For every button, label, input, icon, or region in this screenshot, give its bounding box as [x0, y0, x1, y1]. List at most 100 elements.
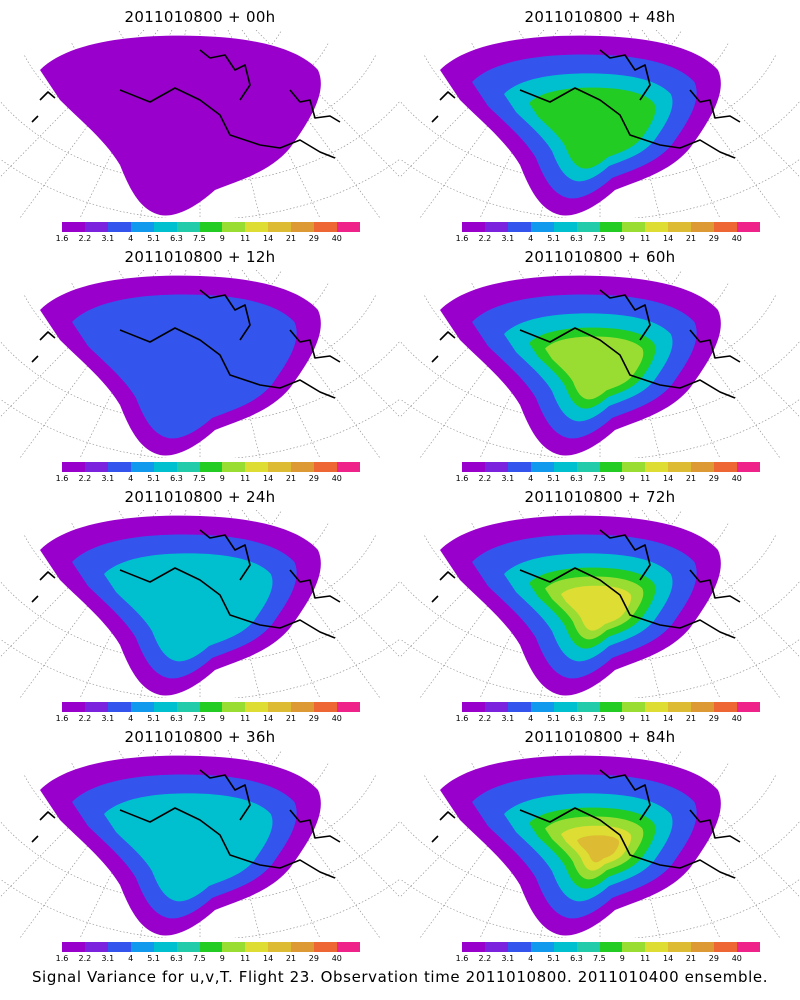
colorbar-tick-label: 9	[619, 234, 625, 243]
colorbar-tick-label: 5.1	[147, 234, 160, 243]
colorbar-tick-label: 29	[308, 474, 319, 483]
colorbar-swatch	[245, 222, 269, 232]
map-panel: 2011010800 + 84h 1.6 2.2 3.1 4 5.1 6.3 7.5 9 11 14…	[400, 720, 800, 968]
variance-field	[40, 755, 321, 936]
colorbar-tick-label: 3.1	[501, 714, 515, 723]
colorbar-tick-label: 5.1	[147, 954, 160, 963]
colorbar-tick-label: 6.3	[170, 954, 183, 963]
variance-field	[440, 755, 721, 936]
colorbar-swatch	[714, 942, 738, 952]
colorbar-tick-label: 1.6	[55, 954, 69, 963]
colorbar-swatch	[62, 462, 85, 472]
coastline	[431, 289, 741, 399]
contour-layer	[561, 585, 632, 631]
colorbar-tick-label: 1.6	[55, 474, 69, 483]
colorbar-tick-label: 2.2	[478, 954, 492, 963]
colorbar-swatch	[62, 222, 85, 232]
colorbar-ticks: 1.6 2.2 3.1 4 5.1 6.3 7.5 9 11 14 21 29 40	[455, 714, 775, 726]
colorbar-swatch	[462, 222, 485, 232]
colorbar-swatch	[622, 702, 646, 712]
colorbar-swatch	[599, 462, 623, 472]
colorbar-tick-label: 11	[240, 954, 251, 963]
colorbar-swatch	[199, 702, 223, 712]
colorbar-tick-label: 9	[219, 474, 225, 483]
polar-map	[0, 750, 400, 938]
colorbar-swatch	[668, 942, 692, 952]
colorbar-swatch	[337, 942, 360, 952]
colorbar-swatch	[176, 942, 200, 952]
colorbar-tick-label: 14	[263, 714, 274, 723]
colorbar-swatch	[576, 942, 600, 952]
colorbar-tick-label: 3.1	[101, 234, 115, 243]
colorbar-tick-label: 40	[331, 714, 342, 723]
colorbar-tick-label: 40	[331, 474, 342, 483]
map-panel: 2011010800 + 24h 1.6 2.2 3.1 4 5.1 6.3 7.5 9 11 14…	[0, 480, 400, 728]
colorbar-swatch	[199, 222, 223, 232]
variance-field	[40, 515, 321, 696]
colorbar-swatch	[737, 462, 760, 472]
colorbar-swatch	[130, 702, 154, 712]
colorbar-swatch	[199, 462, 223, 472]
colorbar-swatch	[314, 942, 338, 952]
colorbar-swatch	[337, 222, 360, 232]
colorbar-swatch	[622, 942, 646, 952]
contour-layer	[40, 35, 321, 216]
colorbar-tick-label: 2.2	[78, 234, 92, 243]
colorbar-tick-label: 11	[640, 474, 651, 483]
colorbar-tick-label: 3.1	[101, 474, 115, 483]
colorbar-swatch	[84, 702, 108, 712]
colorbar-swatch	[484, 462, 508, 472]
colorbar-tick-label: 3.1	[101, 714, 115, 723]
colorbar-tick-label: 29	[308, 714, 319, 723]
colorbar-swatch	[645, 462, 669, 472]
map-panel: 2011010800 + 48h 1.6 2.2 3.1 4 5.1 6.3 7.5 9 11 14…	[400, 0, 800, 248]
colorbar-swatch	[268, 702, 292, 712]
colorbar-swatch	[553, 942, 577, 952]
colorbar-tick-label: 4	[128, 234, 134, 243]
coastline	[431, 769, 741, 879]
figure-caption: Signal Variance for u,v,T. Flight 23. Ob…	[31, 968, 769, 986]
map-panel: 2011010800 + 36h 1.6 2.2 3.1 4 5.1 6.3 7.5 9 11 14…	[0, 720, 400, 968]
colorbar-tick-label: 21	[285, 234, 297, 243]
colorbar-tick-label: 2.2	[78, 474, 92, 483]
variance-field	[440, 275, 721, 456]
colorbar-swatch	[107, 462, 131, 472]
colorbar-swatch	[576, 222, 600, 232]
colorbar-tick-label: 40	[331, 234, 342, 243]
colorbar-tick-label: 11	[640, 954, 651, 963]
colorbar-tick-label: 5.1	[547, 234, 560, 243]
colorbar-swatch	[107, 942, 131, 952]
colorbar-tick-label: 21	[285, 714, 297, 723]
colorbar-tick-label: 40	[731, 234, 742, 243]
colorbar-tick-label: 9	[619, 714, 625, 723]
colorbar-swatch	[668, 702, 692, 712]
colorbar-tick-label: 21	[285, 954, 297, 963]
colorbar-swatch	[622, 462, 646, 472]
colorbar-swatch	[691, 222, 715, 232]
colorbar-tick-label: 7.5	[593, 954, 606, 963]
coastline	[31, 289, 341, 399]
colorbar	[62, 222, 360, 232]
colorbar-tick-label: 40	[731, 714, 742, 723]
polar-map	[0, 270, 400, 458]
contour-layer	[577, 835, 620, 863]
colorbar-swatch	[737, 702, 760, 712]
colorbar-tick-label: 3.1	[501, 954, 515, 963]
colorbar-ticks: 1.6 2.2 3.1 4 5.1 6.3 7.5 9 11 14 21 29 40	[455, 474, 775, 486]
colorbar-tick-label: 21	[685, 714, 697, 723]
colorbar-swatch	[62, 942, 85, 952]
colorbar-swatch	[599, 942, 623, 952]
colorbar	[462, 942, 760, 952]
colorbar-tick-label: 6.3	[570, 474, 583, 483]
colorbar-tick-label: 7.5	[193, 474, 206, 483]
map-panel: 2011010800 + 12h 1.6 2.2 3.1 4 5.1 6.3 7.5 9 11 14…	[0, 240, 400, 488]
colorbar-tick-label: 5.1	[547, 714, 560, 723]
colorbar-tick-label: 4	[528, 474, 534, 483]
colorbar-tick-label: 6.3	[570, 234, 583, 243]
colorbar-swatch	[291, 462, 315, 472]
colorbar-swatch	[462, 702, 485, 712]
colorbar-tick-label: 5.1	[547, 954, 560, 963]
colorbar	[462, 222, 760, 232]
colorbar	[62, 462, 360, 472]
colorbar-swatch	[153, 702, 177, 712]
